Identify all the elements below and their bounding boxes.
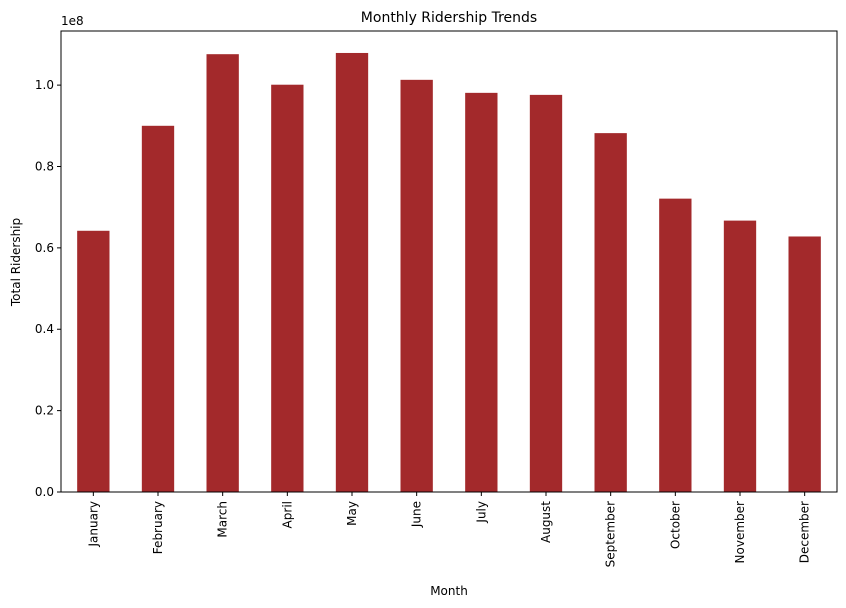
y-tick-label: 0.6 — [35, 241, 54, 255]
x-axis-label: Month — [430, 584, 468, 598]
bar-june — [400, 79, 433, 492]
x-tick-label: April — [280, 501, 294, 528]
x-tick-label: February — [151, 501, 165, 554]
plot-frame — [60, 30, 838, 493]
bar-october — [659, 198, 692, 492]
x-tick-label: July — [474, 501, 488, 524]
x-tick-label: May — [345, 501, 359, 526]
bar-september — [594, 133, 627, 492]
chart-title: Monthly Ridership Trends — [361, 10, 537, 26]
y-tick-label: 0.8 — [35, 159, 54, 173]
y-tick-label: 0.4 — [35, 322, 54, 336]
x-tick-label: November — [733, 501, 747, 563]
y-tick-label: 0.2 — [35, 404, 54, 418]
bar-august — [529, 94, 563, 492]
bar-march — [206, 54, 239, 492]
x-tick-label: January — [86, 501, 100, 548]
x-tick-label: August — [539, 501, 553, 543]
x-tick-label: December — [798, 501, 812, 563]
y-axis-offset-label: 1e8 — [61, 14, 84, 28]
bar-may — [335, 52, 369, 492]
x-tick-label: March — [216, 501, 230, 538]
x-axis-ticks: January February March April May June July Augu… — [86, 492, 812, 567]
bar-february — [141, 125, 175, 493]
x-tick-label: September — [604, 501, 618, 567]
bar-november — [723, 220, 757, 493]
bar-january — [77, 230, 110, 492]
y-axis-ticks: 0.0 0.2 0.4 0.6 0.8 1.0 — [35, 78, 61, 499]
y-tick-label: 0.0 — [35, 485, 54, 499]
bar-july — [465, 92, 498, 492]
bar-april — [271, 84, 304, 493]
x-tick-label: October — [668, 501, 682, 549]
y-axis-label: Total Ridership — [9, 218, 23, 307]
bars-group — [77, 52, 821, 493]
x-tick-label: June — [410, 501, 424, 528]
y-tick-label: 1.0 — [35, 78, 54, 92]
bar-december — [788, 236, 821, 492]
